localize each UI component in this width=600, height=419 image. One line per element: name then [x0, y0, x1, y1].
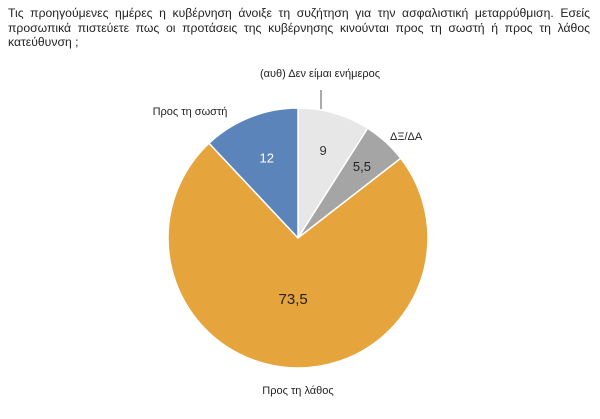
- slice-value-not-informed: 9: [319, 143, 326, 158]
- category-label-right: Προς τη σωστή: [153, 106, 228, 118]
- slice-value-labels: 9 5,5 73,5 12: [259, 143, 371, 308]
- category-label-dk-na: ΔΞ/ΔΑ: [390, 131, 423, 143]
- pie-slice-right: [208, 107, 299, 239]
- category-label-not-informed: (αυθ) Δεν είμαι ενήμερος: [260, 68, 380, 80]
- slice-value-wrong: 73,5: [279, 291, 308, 308]
- slice-value-right: 12: [259, 150, 273, 165]
- category-label-wrong: Προς τη λάθος: [262, 385, 333, 397]
- slice-value-dk-na: 5,5: [353, 159, 371, 174]
- pie-slices: [167, 107, 429, 369]
- category-labels: (αυθ) Δεν είμαι ενήμερος ΔΞ/ΔΑ Προς τη λάθ…: [153, 68, 423, 397]
- question-text: Τις προηγούμενες ημέρες η κυβέρνηση άνοι…: [8, 6, 590, 49]
- pie-slice-wrong: [167, 142, 429, 369]
